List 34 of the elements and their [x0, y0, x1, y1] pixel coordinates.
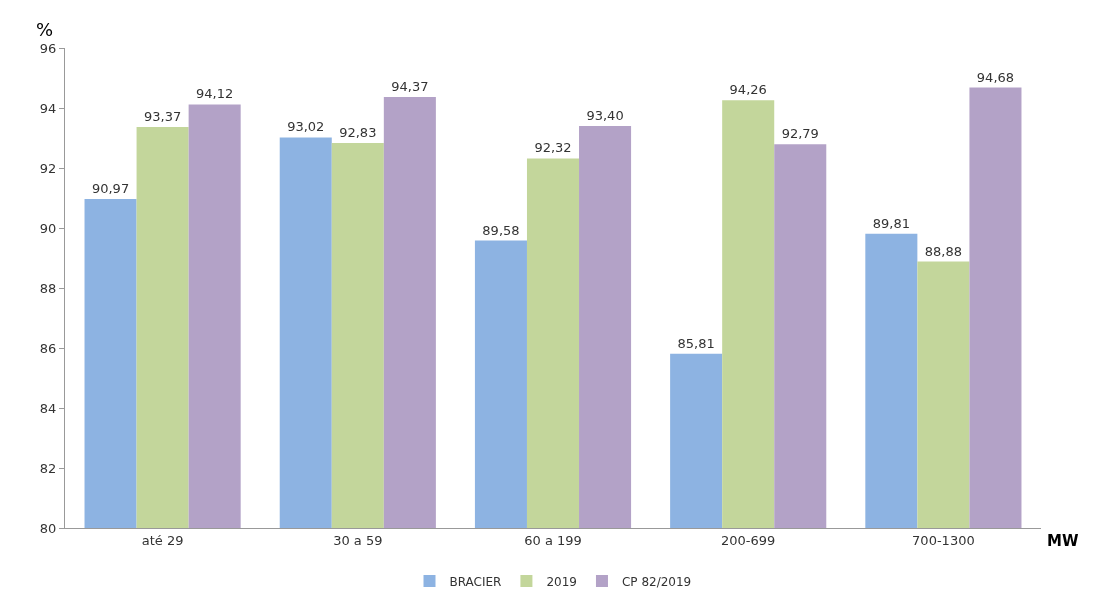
y-tick-label: 84	[39, 400, 57, 416]
y-tick-label: 86	[39, 340, 57, 356]
x-tick-label: 700-1300	[912, 532, 975, 548]
x-tick-label: 60 a 199	[524, 532, 582, 548]
y-tick-label: 88	[39, 280, 57, 296]
y-tick-label: 92	[39, 160, 57, 176]
data-label: 89,58	[482, 222, 520, 238]
data-label: 85,81	[677, 335, 715, 351]
legend-label: BRACIER	[449, 574, 502, 589]
y-tick-label: 90	[39, 220, 57, 236]
data-label: 92,32	[534, 140, 572, 156]
data-label: 92,79	[781, 126, 819, 142]
data-label: 93,40	[586, 108, 624, 123]
y-tick-label: 82	[39, 460, 57, 476]
data-label: 94,26	[729, 82, 767, 98]
y-tick-label: 94	[39, 100, 57, 116]
data-label: 88,88	[924, 243, 963, 259]
data-label: 93,37	[143, 108, 182, 124]
data-label: 93,02	[287, 119, 325, 135]
y-axis-title: %	[36, 19, 54, 40]
x-axis-title: MW	[1047, 532, 1079, 550]
data-label: 90,97	[91, 180, 130, 196]
data-label: 94,37	[391, 78, 429, 94]
data-label: 92,83	[339, 125, 377, 141]
data-label: 94,68	[976, 69, 1015, 85]
x-tick-label: até 29	[141, 532, 184, 548]
data-label: 89,81	[872, 215, 910, 231]
y-tick-label: 80	[39, 520, 57, 536]
x-tick-label: 30 a 59	[333, 532, 383, 548]
data-label: 94,12	[196, 86, 234, 102]
y-tick-label: 96	[39, 40, 57, 56]
legend-label: 2019	[546, 574, 577, 589]
x-tick-label: 200-699	[721, 532, 776, 548]
legend-label: CP 82/2019	[621, 574, 692, 589]
